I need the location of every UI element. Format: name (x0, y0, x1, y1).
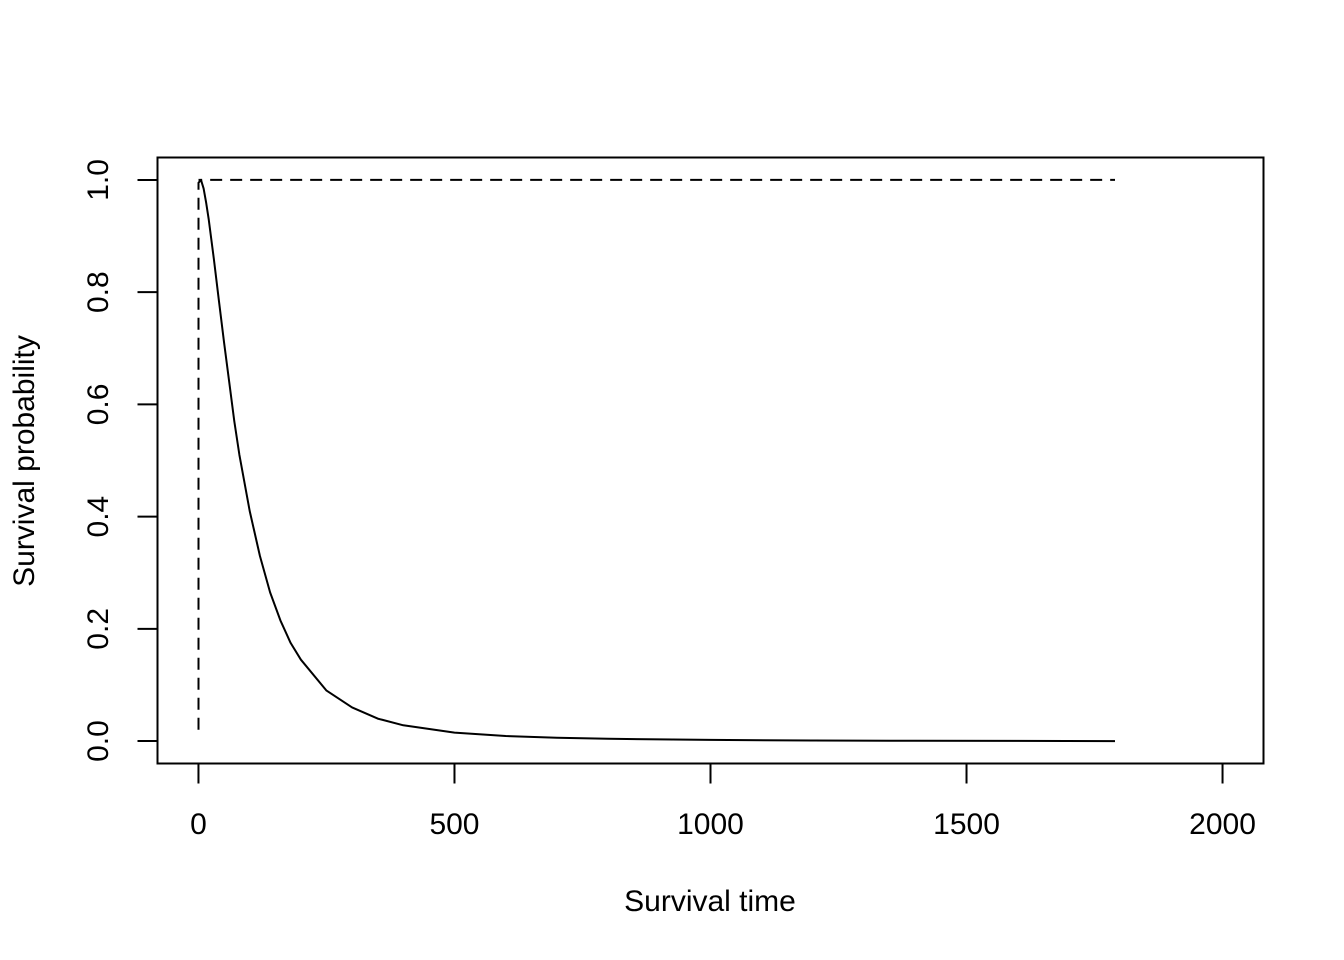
y-tick-label: 0.2 (82, 608, 115, 650)
x-tick-label: 1500 (933, 808, 1000, 841)
x-tick-label: 0 (190, 808, 207, 841)
plot-frame (156, 156, 1265, 765)
x-tick-label: 2000 (1189, 808, 1256, 841)
series-layer (197, 178, 1116, 743)
series-line-dashed (197, 178, 1115, 730)
y-axis: 0.0 0.2 0.4 0.6 0.8 1.0 (82, 159, 159, 762)
y-tick-label: 0.6 (82, 384, 115, 426)
x-tick-label: 1000 (677, 808, 744, 841)
y-tick-label: 0.0 (82, 720, 115, 762)
x-axis-title: Survival time (624, 885, 796, 918)
series-line-solid (198, 178, 1116, 743)
y-tick-label: 0.8 (82, 271, 115, 313)
y-axis-title: Survival probability (8, 335, 41, 587)
x-axis: 0 500 1000 1500 2000 (190, 762, 1256, 841)
y-tick-label: 1.0 (82, 159, 115, 201)
y-tick-label: 0.4 (82, 496, 115, 538)
x-tick-label: 500 (429, 808, 479, 841)
